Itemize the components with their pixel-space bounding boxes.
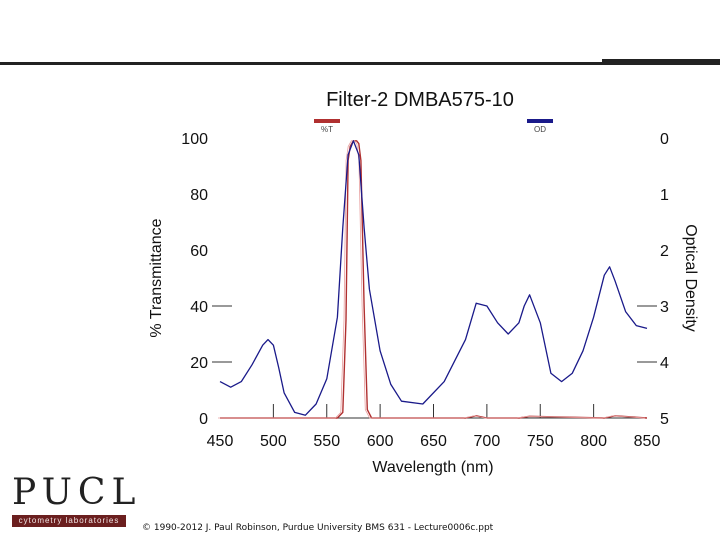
logo-text: PUCL bbox=[12, 472, 142, 513]
y-axis-label: % Transmittance bbox=[148, 218, 165, 337]
series-line-t bbox=[220, 140, 648, 419]
x-tick-label: 500 bbox=[260, 433, 287, 450]
y2-tick-label: 0 bbox=[660, 131, 669, 148]
series-line-od bbox=[219, 140, 648, 416]
x-axis-label: Wavelength (nm) bbox=[372, 459, 493, 476]
plot-area bbox=[218, 140, 648, 419]
axes: 450 500 550 600 650 700 750 800 850 0 20 40 60 80 100 0… bbox=[181, 131, 669, 450]
y2-tick-label: 1 bbox=[660, 187, 669, 204]
x-tick-label: 750 bbox=[527, 433, 554, 450]
x-tick-label: 600 bbox=[367, 433, 394, 450]
legend-swatch bbox=[527, 119, 553, 123]
x-tick-label: 650 bbox=[420, 433, 447, 450]
legend-label: OD bbox=[534, 125, 546, 134]
top-rule-accent bbox=[602, 59, 720, 62]
y-tick-label: 60 bbox=[190, 243, 208, 260]
y2-tick-label: 3 bbox=[660, 299, 669, 316]
x-tick-label: 550 bbox=[313, 433, 340, 450]
x-tick-label: 850 bbox=[634, 433, 661, 450]
logo-subtitle: cytometry laboratories bbox=[18, 516, 120, 525]
y-tick-label: 20 bbox=[190, 355, 208, 372]
y2-tick-label: 5 bbox=[660, 411, 669, 428]
footer-copyright: © 1990-2012 J. Paul Robinson, Purdue Uni… bbox=[142, 523, 494, 533]
legend-label: %T bbox=[321, 125, 333, 134]
logo-bar bbox=[12, 515, 126, 527]
x-tick-label: 700 bbox=[474, 433, 501, 450]
y2-tick-label: 2 bbox=[660, 243, 669, 260]
x-tick-label: 450 bbox=[207, 433, 234, 450]
x-tick-label: 800 bbox=[580, 433, 607, 450]
y-tick-label: 0 bbox=[199, 411, 208, 428]
legend-swatch bbox=[314, 119, 340, 123]
pucl-logo: PUCL cytometry laboratories bbox=[12, 472, 142, 527]
y-tick-label: 100 bbox=[181, 131, 208, 148]
chart-title: Filter-2 DMBA575-10 bbox=[326, 89, 514, 111]
y-tick-label: 80 bbox=[190, 187, 208, 204]
y-tick-label: 40 bbox=[190, 299, 208, 316]
top-rule bbox=[0, 62, 720, 65]
y2-tick-label: 4 bbox=[660, 355, 669, 372]
legend: %T OD bbox=[314, 119, 553, 134]
y2-axis-label: Optical Density bbox=[682, 224, 699, 332]
series-line-t-shadow bbox=[218, 140, 646, 419]
